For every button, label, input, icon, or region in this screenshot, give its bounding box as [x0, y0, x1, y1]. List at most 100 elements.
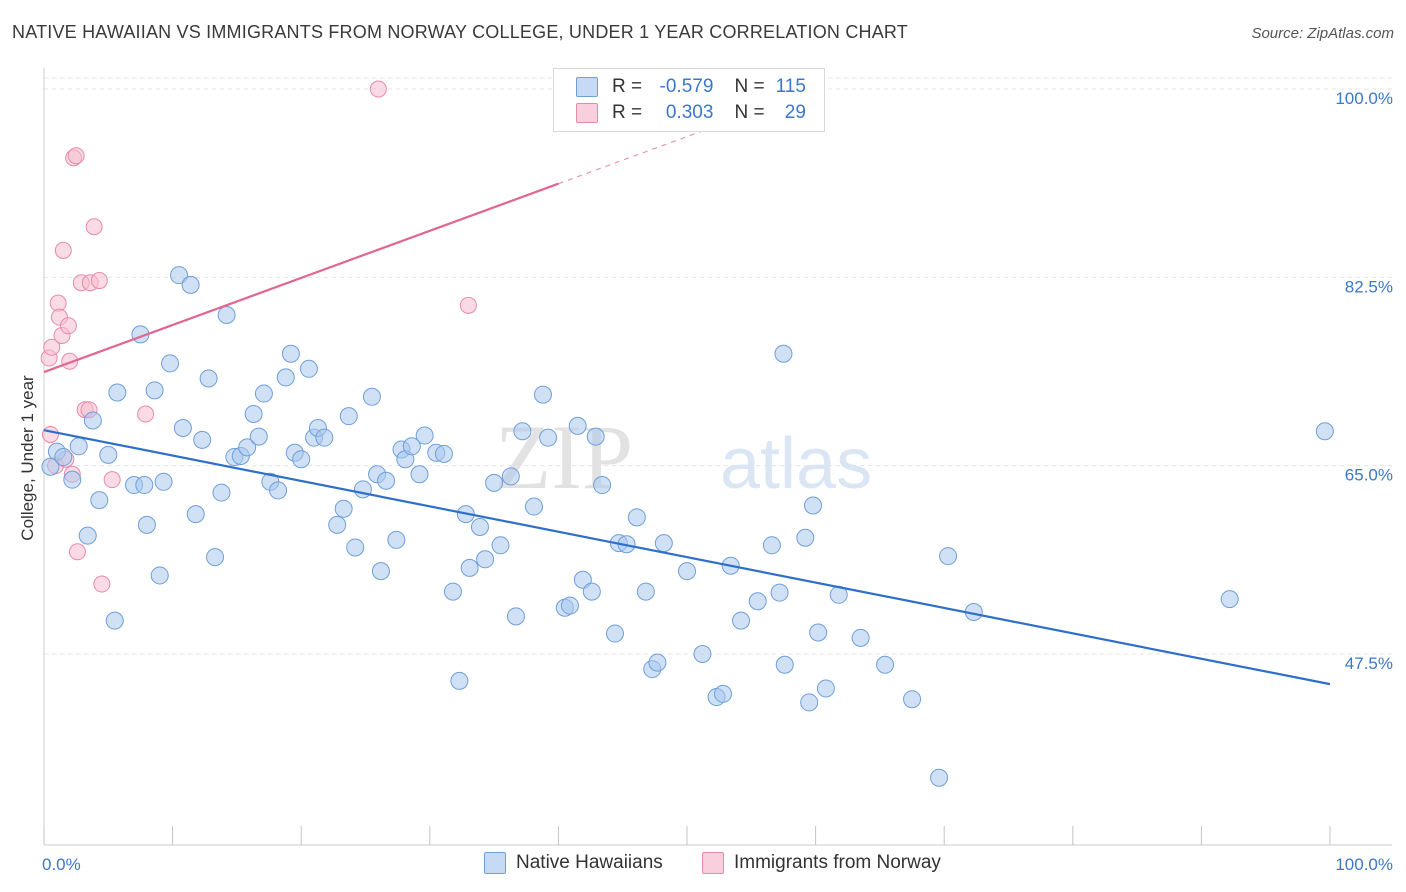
data-point-native-hawaiians: [415, 426, 434, 445]
data-point-native-hawaiians: [217, 306, 236, 324]
data-point-native-hawaiians: [377, 471, 396, 490]
data-point-native-hawaiians: [402, 437, 421, 456]
data-point-immigrants-norway: [369, 80, 387, 98]
data-point-native-hawaiians: [41, 457, 60, 476]
data-point-native-hawaiians: [161, 354, 180, 373]
data-point-native-hawaiians: [524, 497, 543, 516]
pink-swatch: [702, 852, 724, 874]
stats-legend: R = -0.579 N = 115 R = 0.303 N = 29: [553, 68, 825, 132]
x-tick-label: 0.0%: [42, 855, 81, 874]
data-point-native-hawaiians: [334, 499, 353, 518]
y-tick-label: 100.0%: [1335, 89, 1393, 108]
blue-swatch: [484, 852, 506, 874]
watermark: ZIP atlas: [495, 406, 872, 508]
trend-line-immigrants-norway: [43, 182, 559, 374]
data-point-native-hawaiians: [78, 526, 97, 545]
y-tick-label: 82.5%: [1345, 277, 1393, 296]
data-point-immigrants-norway: [459, 296, 477, 314]
data-point-native-hawaiians: [627, 508, 646, 527]
data-point-native-hawaiians: [181, 275, 200, 294]
data-point-native-hawaiians: [762, 536, 781, 555]
data-point-native-hawaiians: [636, 582, 655, 601]
data-point-native-hawaiians: [774, 344, 793, 363]
data-point-native-hawaiians: [292, 450, 311, 469]
pink-points: [40, 80, 477, 593]
data-point-immigrants-norway: [85, 218, 103, 236]
data-point-native-hawaiians: [1315, 422, 1334, 441]
data-point-immigrants-norway: [103, 471, 121, 489]
data-point-native-hawaiians: [244, 405, 263, 424]
data-point-native-hawaiians: [804, 496, 823, 515]
x-tick-label: 100.0%: [1335, 855, 1393, 874]
data-point-native-hawaiians: [135, 476, 154, 495]
data-point-native-hawaiians: [328, 515, 347, 534]
trend-lines: [43, 107, 1331, 686]
data-point-native-hawaiians: [387, 530, 406, 549]
bottom-legend-native-hawaiians: Native Hawaiians: [484, 852, 663, 874]
data-point-native-hawaiians: [154, 472, 173, 491]
legend-n-label-2: N =: [734, 102, 765, 123]
data-point-native-hawaiians: [83, 411, 102, 430]
legend-n-value-1: 115: [775, 76, 806, 97]
data-point-native-hawaiians: [410, 465, 429, 484]
data-point-native-hawaiians: [450, 671, 469, 690]
data-point-native-hawaiians: [434, 444, 453, 463]
data-point-native-hawaiians: [930, 768, 949, 787]
data-point-native-hawaiians: [693, 645, 712, 663]
data-point-native-hawaiians: [173, 419, 192, 437]
data-point-native-hawaiians: [186, 505, 205, 524]
data-point-native-hawaiians: [678, 562, 696, 581]
data-point-native-hawaiians: [568, 416, 587, 435]
legend-n-value-2: 29: [784, 102, 806, 123]
data-point-native-hawaiians: [939, 547, 958, 566]
data-point-native-hawaiians: [90, 491, 109, 510]
data-point-native-hawaiians: [54, 448, 73, 467]
data-point-native-hawaiians: [145, 381, 164, 400]
data-point-native-hawaiians: [809, 623, 828, 642]
data-point-native-hawaiians: [582, 582, 601, 601]
data-point-native-hawaiians: [339, 407, 358, 426]
bottom-legend-immigrants-norway: Immigrants from Norway: [702, 852, 941, 874]
pink-swatch: [576, 103, 598, 123]
data-point-immigrants-norway: [90, 272, 108, 290]
data-point-native-hawaiians: [714, 684, 733, 703]
data-point-immigrants-norway: [137, 405, 155, 423]
data-point-native-hawaiians: [796, 528, 815, 547]
data-point-native-hawaiians: [654, 534, 673, 553]
source-label: Source: ZipAtlas.com: [1251, 25, 1394, 42]
data-point-native-hawaiians: [371, 562, 390, 581]
data-point-native-hawaiians: [593, 476, 612, 495]
data-point-native-hawaiians: [1220, 590, 1239, 609]
data-point-immigrants-norway: [59, 317, 77, 335]
blue-swatch: [576, 77, 598, 97]
data-point-immigrants-norway: [67, 147, 85, 165]
data-point-native-hawaiians: [170, 266, 189, 285]
data-point-native-hawaiians: [238, 438, 257, 457]
data-point-native-hawaiians: [105, 611, 124, 630]
data-point-native-hawaiians: [485, 473, 504, 492]
watermark-zip: ZIP: [495, 406, 633, 508]
data-point-native-hawaiians: [199, 369, 218, 388]
data-point-native-hawaiians: [605, 624, 624, 643]
data-point-immigrants-norway: [54, 241, 72, 259]
y-tick-label: 47.5%: [1345, 654, 1393, 673]
data-point-native-hawaiians: [460, 558, 479, 577]
data-point-native-hawaiians: [269, 481, 288, 500]
legend-r-value-1: -0.579: [659, 76, 714, 97]
data-point-native-hawaiians: [69, 437, 88, 456]
data-point-native-hawaiians: [249, 427, 268, 446]
data-point-native-hawaiians: [193, 430, 212, 449]
data-point-native-hawaiians: [346, 538, 365, 557]
grid-lines: [44, 77, 1392, 655]
data-point-native-hawaiians: [150, 566, 169, 585]
legend-r-value-2: 0.303: [665, 102, 714, 123]
data-point-native-hawaiians: [63, 470, 82, 489]
data-point-native-hawaiians: [137, 515, 156, 534]
tick-labels: 47.5% 65.0% 82.5% 100.0% 0.0% 100.0%: [42, 89, 1393, 874]
data-point-immigrants-norway: [41, 425, 59, 443]
y-axis-label: College, Under 1 year: [18, 375, 37, 541]
data-point-native-hawaiians: [281, 344, 300, 363]
watermark-atlas: atlas: [720, 424, 872, 504]
y-tick-label: 65.0%: [1345, 466, 1393, 485]
